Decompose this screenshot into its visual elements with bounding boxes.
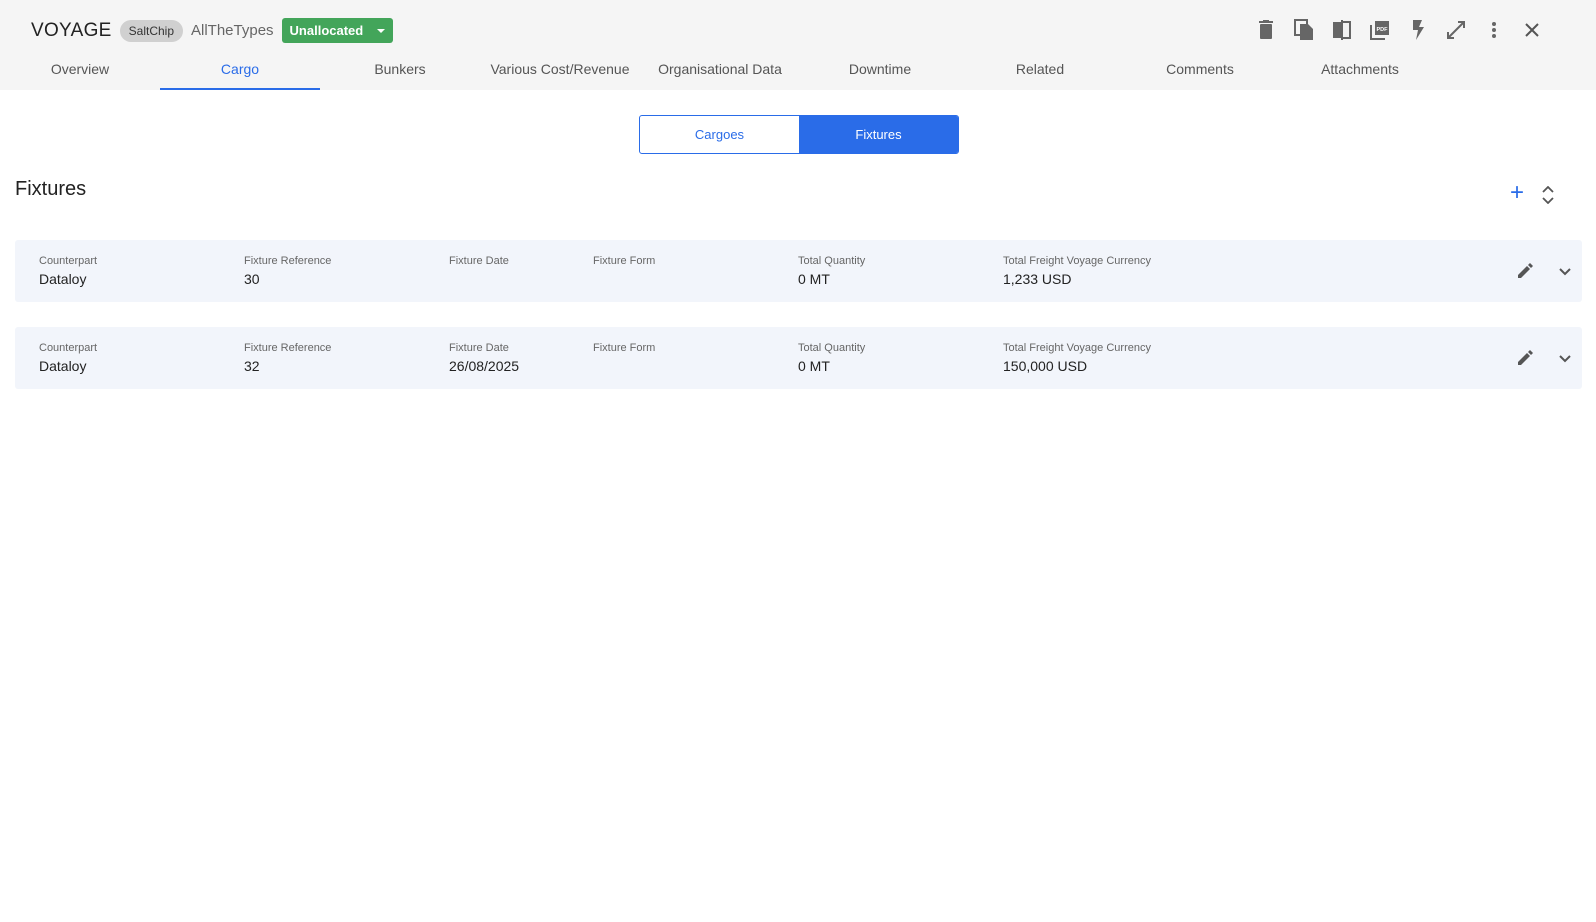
field-value: 32 — [244, 358, 260, 374]
field-counterpart: Counterpart Dataloy — [39, 342, 97, 374]
field-qty: Total Quantity 0 MT — [798, 255, 865, 287]
field-value: 1,233 USD — [1003, 271, 1072, 287]
compare-icon[interactable] — [1330, 18, 1354, 42]
tab-various-cost-revenue[interactable]: Various Cost/Revenue — [490, 61, 630, 77]
field-label: Counterpart — [39, 255, 98, 267]
tab-related[interactable]: Related — [1015, 61, 1065, 77]
field-form: Fixture Form — [593, 255, 655, 271]
field-freight: Total Freight Voyage Currency 150,000 USD — [1003, 342, 1151, 374]
more-vert-icon[interactable] — [1482, 18, 1506, 42]
field-value: 0 MT — [798, 271, 830, 287]
field-label: Fixture Date — [449, 342, 509, 354]
field-value: Dataloy — [39, 358, 87, 374]
caret-down-icon — [377, 28, 386, 33]
fixture-row: Counterpart Dataloy Fixture Reference 32 Fix… — [15, 327, 1582, 389]
fixtures-toggle[interactable]: Fixtures — [799, 116, 958, 153]
cargoes-toggle[interactable]: Cargoes — [694, 127, 745, 142]
field-label: Fixture Date — [449, 255, 509, 267]
field-freight: Total Freight Voyage Currency 1,233 USD — [1003, 255, 1151, 287]
field-label: Total Quantity — [798, 342, 866, 354]
field-ref: Fixture Reference 30 — [244, 255, 331, 287]
view-toggle: Cargoes Fixtures — [639, 115, 959, 154]
tab-bunkers[interactable]: Bunkers — [374, 61, 426, 77]
chevron-down-icon[interactable] — [1558, 351, 1572, 369]
field-qty: Total Quantity 0 MT — [798, 342, 865, 374]
delete-icon[interactable] — [1254, 18, 1278, 42]
edit-icon[interactable] — [1516, 349, 1534, 372]
field-value: Dataloy — [39, 271, 87, 287]
chevron-down-icon[interactable] — [1558, 264, 1572, 282]
edit-icon[interactable] — [1516, 262, 1534, 285]
field-value: 26/08/2025 — [449, 358, 520, 374]
tab-organisational-data[interactable]: Organisational Data — [658, 61, 782, 77]
fixture-row: Counterpart Dataloy Fixture Reference 30 Fix… — [15, 240, 1582, 302]
add-icon[interactable]: + — [1509, 179, 1524, 206]
header: VOYAGE SaltChip AllTheTypes Unallocated … — [0, 0, 1596, 90]
field-label: Total Freight Voyage Currency — [1003, 255, 1151, 267]
field-label: Fixture Form — [593, 342, 656, 354]
field-date: Fixture Date 26/08/2025 — [449, 342, 519, 374]
tab-downtime[interactable]: Downtime — [848, 61, 912, 77]
field-value: 0 MT — [798, 358, 830, 374]
close-icon[interactable] — [1520, 18, 1544, 42]
field-label: Fixture Form — [593, 255, 656, 267]
voyage-name: AllTheTypes — [191, 22, 274, 39]
expand-icon[interactable] — [1444, 18, 1468, 42]
tab-overview[interactable]: Overview — [50, 61, 110, 77]
field-counterpart: Counterpart Dataloy — [39, 255, 97, 287]
tab-attachments[interactable]: Attachments — [1321, 61, 1399, 77]
field-label: Total Quantity — [798, 255, 866, 267]
company-chip: SaltChip — [119, 19, 183, 42]
field-label: Fixture Reference — [244, 342, 332, 354]
tab-cargo[interactable]: Cargo — [160, 56, 320, 90]
section-title: Fixtures — [15, 178, 87, 200]
collapse-all-icon[interactable] — [1542, 185, 1554, 209]
field-ref: Fixture Reference 32 — [244, 342, 331, 374]
copy-icon[interactable] — [1292, 18, 1316, 42]
status-dropdown[interactable]: Unallocated — [281, 18, 394, 43]
field-label: Counterpart — [39, 342, 98, 354]
pdf-icon[interactable]: PDF — [1368, 18, 1392, 42]
field-label: Fixture Reference — [244, 255, 332, 267]
flash-icon[interactable] — [1406, 18, 1430, 42]
page-title: VOYAGE — [31, 19, 112, 41]
status-label: Unallocated — [289, 23, 364, 38]
field-value: 30 — [244, 271, 260, 287]
tab-comments[interactable]: Comments — [1166, 61, 1234, 77]
svg-text:PDF: PDF — [1377, 27, 1389, 33]
field-value: 150,000 USD — [1003, 358, 1088, 374]
field-date: Fixture Date — [449, 255, 509, 271]
field-label: Total Freight Voyage Currency — [1003, 342, 1151, 354]
field-form: Fixture Form — [593, 342, 655, 358]
